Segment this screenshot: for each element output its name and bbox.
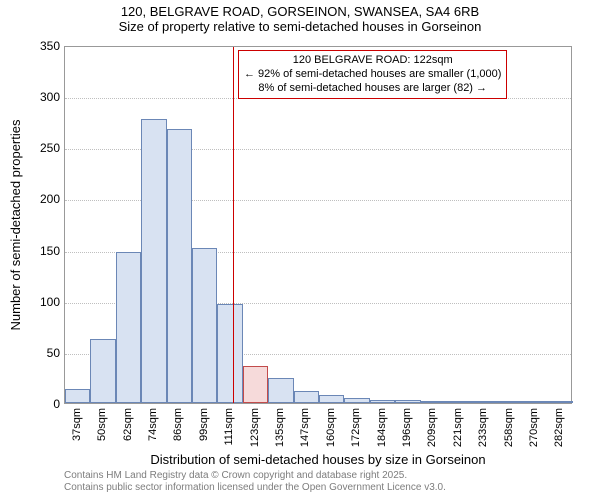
x-tick: 62sqm [122, 408, 134, 441]
bar [446, 401, 471, 403]
x-tick: 184sqm [376, 408, 388, 447]
chart-container: 120, BELGRAVE ROAD, GORSEINON, SWANSEA, … [0, 0, 600, 500]
bar [243, 366, 268, 403]
bar [497, 401, 522, 403]
bar [141, 119, 166, 403]
bar [370, 400, 395, 403]
marker-line [233, 47, 234, 403]
x-tick: 209sqm [426, 408, 438, 447]
bar [319, 395, 344, 403]
x-axis-label: Distribution of semi-detached houses by … [64, 452, 572, 467]
callout-line3: 8% of semi-detached houses are larger (8… [244, 82, 501, 96]
x-tick: 282sqm [553, 408, 565, 447]
x-tick: 270sqm [528, 408, 540, 447]
x-tick: 160sqm [325, 408, 337, 447]
x-tick: 258sqm [503, 408, 515, 447]
bar [90, 339, 115, 403]
y-tick: 200 [4, 192, 60, 206]
bar [344, 398, 369, 403]
bar [65, 389, 90, 403]
y-tick: 150 [4, 244, 60, 258]
footer-line1: Contains HM Land Registry data © Crown c… [64, 470, 446, 482]
bar [421, 401, 446, 403]
x-tick: 172sqm [350, 408, 362, 447]
y-tick: 100 [4, 295, 60, 309]
x-tick: 99sqm [198, 408, 210, 441]
title-block: 120, BELGRAVE ROAD, GORSEINON, SWANSEA, … [0, 0, 600, 34]
x-tick: 233sqm [477, 408, 489, 447]
y-tick: 250 [4, 141, 60, 155]
y-tick: 50 [4, 346, 60, 360]
plot-area [64, 46, 572, 404]
callout-line2: ← 92% of semi-detached houses are smalle… [244, 68, 501, 82]
x-tick: 147sqm [299, 408, 311, 447]
x-tick: 37sqm [71, 408, 83, 441]
x-tick: 74sqm [147, 408, 159, 441]
y-tick: 300 [4, 90, 60, 104]
bar [395, 400, 420, 403]
bar [192, 248, 217, 403]
title-address: 120, BELGRAVE ROAD, GORSEINON, SWANSEA, … [0, 4, 600, 19]
x-tick: 50sqm [96, 408, 108, 441]
y-tick: 0 [4, 397, 60, 411]
x-tick: 86sqm [172, 408, 184, 441]
title-subtitle: Size of property relative to semi-detach… [0, 19, 600, 34]
callout-line1: 120 BELGRAVE ROAD: 122sqm [244, 54, 501, 68]
x-tick: 221sqm [452, 408, 464, 447]
bar [167, 129, 192, 403]
bar [217, 304, 242, 403]
footer-line2: Contains public sector information licen… [64, 482, 446, 494]
x-tick: 111sqm [223, 408, 235, 446]
bar [116, 252, 141, 403]
bars-group [65, 47, 571, 403]
footer: Contains HM Land Registry data © Crown c… [64, 470, 446, 494]
bar [548, 401, 573, 403]
annotation-callout: 120 BELGRAVE ROAD: 122sqm ← 92% of semi-… [238, 50, 507, 99]
bar [268, 378, 293, 403]
bar [294, 391, 319, 403]
y-tick: 350 [4, 39, 60, 53]
bar [522, 401, 547, 403]
x-tick: 196sqm [401, 408, 413, 447]
x-tick: 135sqm [274, 408, 286, 447]
x-tick: 123sqm [249, 408, 261, 447]
bar [471, 401, 496, 403]
